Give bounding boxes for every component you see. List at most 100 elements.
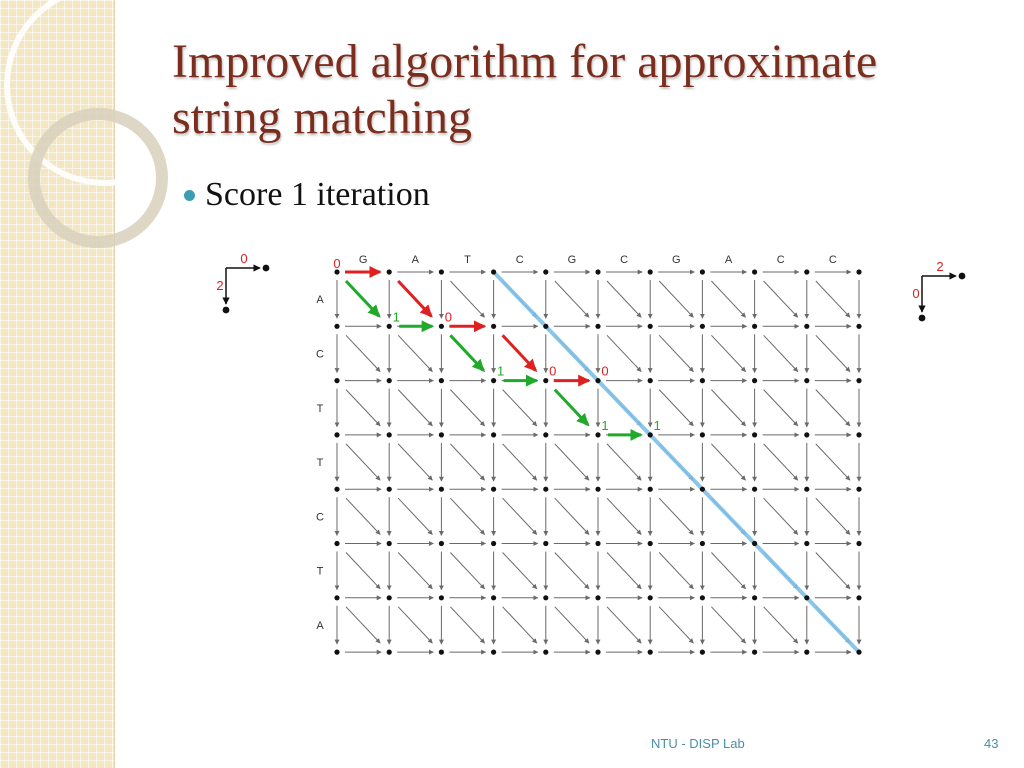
legend-node xyxy=(262,264,270,272)
legend-left: 02 xyxy=(216,251,270,314)
blue-diagonal-path xyxy=(491,270,861,655)
grid-node xyxy=(543,323,549,329)
green-diagonal-edge xyxy=(449,334,485,372)
diagonal-edge xyxy=(606,334,642,372)
legend-vertical-weight: 2 xyxy=(216,278,223,293)
diagonal-edge xyxy=(502,389,538,427)
grid-node xyxy=(491,378,497,384)
highlighted-path xyxy=(344,266,643,441)
grid-node xyxy=(856,540,862,547)
diagonal-edge xyxy=(450,497,485,535)
diagonal-edge xyxy=(554,552,590,590)
grid-node xyxy=(699,595,705,601)
grid-node xyxy=(334,649,340,655)
grid-node xyxy=(438,269,444,275)
grid-node xyxy=(438,378,444,384)
grid-node xyxy=(543,649,549,655)
grid-node xyxy=(438,432,444,438)
diagonal-edge xyxy=(606,280,642,318)
path-score-label: 1 xyxy=(393,309,400,324)
grid-node xyxy=(386,486,392,492)
grid-node xyxy=(647,649,653,655)
top-sequence-letter: C xyxy=(777,254,785,266)
grid-node xyxy=(386,269,392,275)
grid-node xyxy=(595,432,601,438)
grid-node xyxy=(647,323,653,329)
grid-node xyxy=(595,649,601,655)
path-score-label: 0 xyxy=(549,364,556,379)
grid-node xyxy=(334,323,340,329)
grid-node xyxy=(491,323,497,329)
origin-score-label: 0 xyxy=(333,256,340,271)
diagonal-edge xyxy=(345,606,381,644)
legend-vertical-weight: 0 xyxy=(912,286,919,301)
path-score-label: 1 xyxy=(601,418,608,433)
grid-node xyxy=(647,378,653,384)
diagonal-edge xyxy=(450,552,485,590)
top-sequence-letter: A xyxy=(412,254,420,266)
grid-node xyxy=(804,486,810,492)
grid-node xyxy=(752,540,758,547)
diagonal-edge xyxy=(763,497,799,535)
left-sequence-letter: T xyxy=(317,566,324,578)
diagonal-edge xyxy=(815,280,851,318)
title-line-2: string matching xyxy=(172,91,472,144)
diagonal-edge xyxy=(554,280,590,318)
legend-node xyxy=(222,306,230,314)
left-sequence-letter: T xyxy=(317,403,324,415)
legend-node xyxy=(918,314,926,322)
grid-node xyxy=(438,486,444,492)
grid-edges xyxy=(334,269,862,655)
diagonal-edge xyxy=(763,389,799,427)
grid-node xyxy=(491,540,497,547)
top-sequence-letter: G xyxy=(359,254,368,266)
grid-node xyxy=(491,649,497,655)
grid-node xyxy=(334,540,340,547)
grid-node xyxy=(699,269,705,275)
diagonal-edge xyxy=(502,443,538,481)
diagonal-edge xyxy=(554,606,590,644)
grid-node xyxy=(752,269,758,275)
grid-node xyxy=(752,378,758,384)
top-sequence-letter: C xyxy=(620,254,628,266)
grid-node xyxy=(334,432,340,438)
grid-node xyxy=(491,432,497,438)
diagonal-edge xyxy=(815,443,851,481)
grid-node xyxy=(752,595,758,601)
grid-node xyxy=(334,378,340,384)
diagonal-edge xyxy=(711,443,746,481)
grid-node xyxy=(856,486,862,492)
path-score-label: 1 xyxy=(497,364,504,379)
grid-node xyxy=(856,269,862,275)
diagonal-edge xyxy=(554,443,590,481)
diagonal-edge xyxy=(815,552,851,590)
grid-node xyxy=(752,323,758,329)
diagonal-edge xyxy=(711,606,746,644)
diagonal-edge xyxy=(658,389,694,427)
diagonal-edge xyxy=(658,497,694,535)
grid-node xyxy=(386,595,392,601)
diagonal-edge xyxy=(711,334,746,372)
diagonal-edge xyxy=(658,280,694,318)
red-diagonal-edge xyxy=(501,334,537,372)
grid-node xyxy=(334,269,340,275)
grid-node xyxy=(491,486,497,492)
diagonal-edge xyxy=(606,497,642,535)
grid-node xyxy=(595,269,601,275)
diagonal-edge xyxy=(606,443,642,481)
left-sequence-letter: C xyxy=(316,348,324,360)
grid-node xyxy=(334,486,340,492)
grid-node xyxy=(595,595,601,601)
grid-node xyxy=(438,323,444,329)
grid-node xyxy=(856,595,862,601)
top-sequence-letter: T xyxy=(464,254,471,266)
grid-node xyxy=(386,540,392,547)
grid-node xyxy=(752,649,758,655)
bullet-text: Score 1 iteration xyxy=(205,176,430,213)
diagonal-edge xyxy=(450,280,485,318)
diagonal-edge xyxy=(345,389,381,427)
top-sequence-letter: C xyxy=(516,254,524,266)
diagonal-edge xyxy=(815,334,851,372)
diagonal-edge xyxy=(450,443,485,481)
